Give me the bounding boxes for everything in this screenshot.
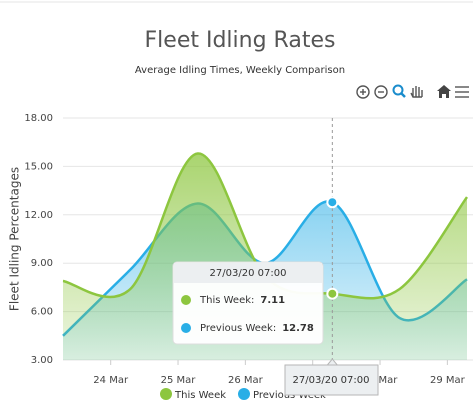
y-tick-label: 9.00 (31, 258, 53, 269)
zoom-select-button[interactable] (392, 84, 406, 98)
x-tooltip-box (284, 364, 379, 396)
x-tick-label: 28 Mar (363, 375, 399, 386)
pan-button[interactable] (410, 86, 423, 98)
tooltip-header (174, 263, 322, 283)
y-tick-label: 18.00 (24, 113, 53, 124)
tooltip-series-name: Previous Week (200, 323, 273, 334)
tooltip-series-name: This Week (199, 295, 251, 306)
tooltip-value: 12.78 (282, 323, 314, 334)
tooltip-marker (181, 323, 191, 333)
x-tooltip-arrow (326, 358, 339, 366)
series-area (63, 153, 467, 360)
series-line (62, 152, 469, 300)
chart-title: Fleet Idling Rates (145, 28, 336, 53)
x-tick-label: 24 Mar (93, 375, 129, 386)
y-tick-label: 15.00 (24, 161, 53, 172)
legend-marker (238, 388, 250, 400)
menu-button[interactable] (455, 86, 469, 98)
tooltip-row: Previous Week: 12.78 (200, 323, 314, 334)
y-tick-label: 6.00 (31, 307, 53, 318)
y-axis-label: Fleet Idling Percentages (8, 167, 22, 311)
tooltip-title: 27/03/20 07:00 (210, 268, 287, 279)
x-tick-label: 25 Mar (161, 375, 197, 386)
tooltip-marker (181, 295, 191, 305)
legend-label: This Week (174, 390, 226, 401)
x-tooltip-label: 27/03/20 07:00 (293, 375, 370, 386)
reset-button[interactable] (437, 85, 451, 98)
hover-marker (326, 287, 339, 300)
legend-item[interactable]: This Week (160, 388, 226, 401)
zoom-out-button[interactable] (374, 85, 388, 99)
tooltip-row: This Week: 7.11 (199, 295, 285, 306)
legend-marker (160, 388, 172, 400)
zoom-in-button[interactable] (356, 85, 370, 99)
tooltip-colon: : (251, 295, 254, 306)
x-tick-label: 29 Mar (430, 375, 466, 386)
y-tick-label: 12.00 (24, 210, 53, 221)
chart-subtitle: Average Idling Times, Weekly Comparison (135, 65, 345, 76)
hover-marker (326, 196, 339, 209)
x-tick-label: 26 Mar (228, 375, 264, 386)
tooltip-value: 7.11 (260, 295, 285, 306)
toolbar (356, 84, 469, 99)
y-tick-label: 3.00 (31, 355, 53, 366)
tooltip-colon: : (273, 323, 276, 334)
